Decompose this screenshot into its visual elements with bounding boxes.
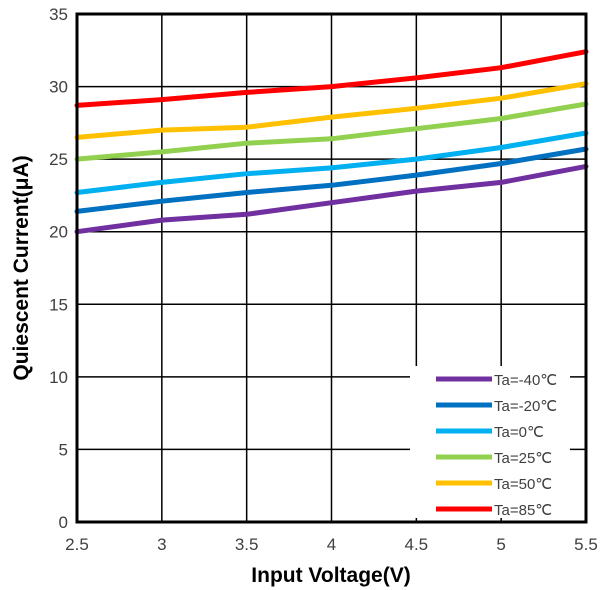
legend-label-3: Ta=25℃ (494, 450, 552, 467)
x-tick-label: 5 (496, 535, 505, 554)
x-axis-title: Input Voltage(V) (251, 564, 410, 587)
x-tick-label: 3.5 (235, 535, 259, 554)
x-tick-label: 4.5 (405, 535, 429, 554)
y-tick-label: 5 (59, 440, 68, 459)
x-tick-label: 4 (327, 535, 336, 554)
y-tick-label: 25 (49, 150, 68, 169)
y-tick-label: 0 (59, 513, 68, 532)
legend-label-4: Ta=50℃ (494, 476, 552, 493)
y-tick-label: 35 (49, 5, 68, 24)
legend-label-1: Ta=-20℃ (494, 398, 557, 415)
series-line-5 (74, 49, 589, 108)
legend-label-2: Ta=0℃ (494, 424, 544, 441)
x-tick-label: 5.5 (574, 535, 598, 554)
legend-label-5: Ta=85℃ (494, 502, 552, 519)
legend-box (410, 366, 570, 518)
legend-label-0: Ta=-40℃ (494, 372, 557, 389)
x-tick-label: 2.5 (65, 535, 89, 554)
plot-border (75, 12, 588, 524)
series-line-2 (74, 130, 589, 195)
series-line-1 (74, 146, 589, 214)
y-tick-label: 15 (49, 295, 68, 314)
y-tick-label: 10 (49, 368, 68, 387)
y-tick-label: 30 (49, 78, 68, 97)
legend: Ta=-40℃ Ta=-20℃ Ta=0℃ Ta=25℃ Ta=50℃ Ta=85℃ (410, 366, 570, 519)
tick-labels: 2.5 3 3.5 4 4.5 5 5.5 0 5 10 15 20 25 30 35 (49, 5, 598, 554)
series-line-4 (74, 81, 589, 140)
series-lines (74, 49, 589, 235)
series-line-0 (74, 163, 589, 235)
series-line-3 (74, 101, 589, 162)
y-tick-label: 20 (49, 223, 68, 242)
x-tick-label: 3 (157, 535, 166, 554)
y-axis-title: Quiescent Current(μA) (10, 155, 33, 380)
